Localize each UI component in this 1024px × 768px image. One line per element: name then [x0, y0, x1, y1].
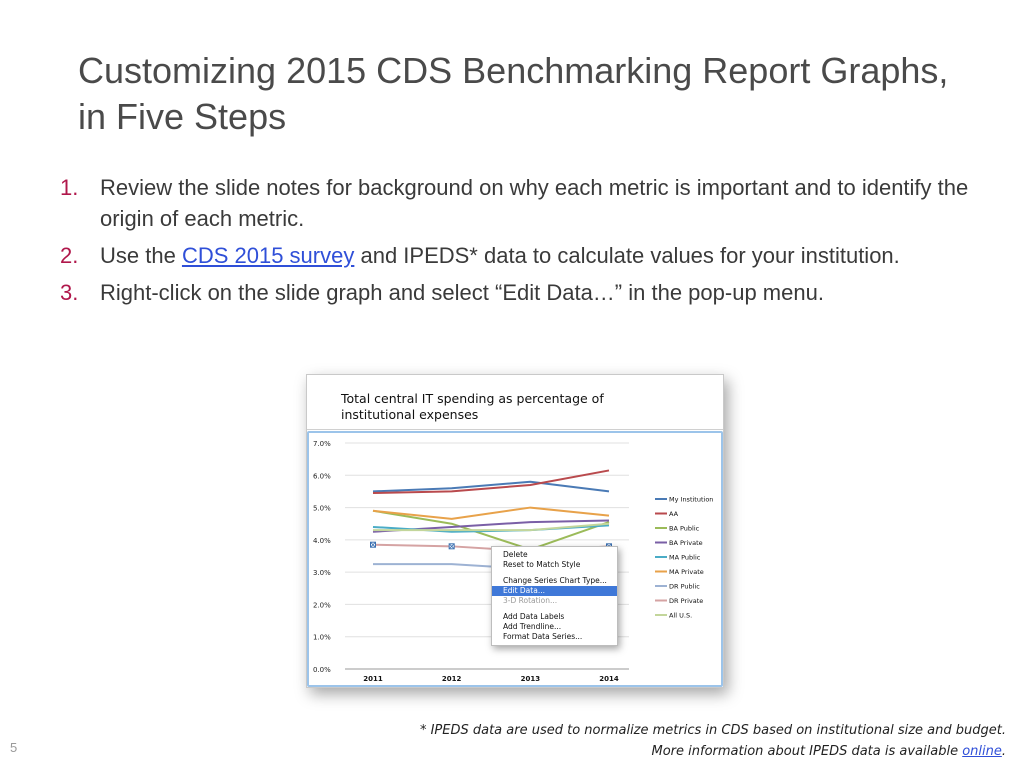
step-number: 1.	[60, 175, 79, 200]
chart-title: Total central IT spending as percentage …	[341, 391, 604, 422]
series-line-ma-private[interactable]	[372, 506, 610, 520]
steps-list: 1. Review the slide notes for background…	[60, 172, 1000, 314]
y-tick-label: 2.0%	[313, 601, 331, 609]
x-tick-label: 2011	[363, 675, 383, 683]
y-tick-label: 7.0%	[313, 440, 331, 448]
chart-title-area: Total central IT spending as percentage …	[307, 375, 723, 430]
y-tick-label: 6.0%	[313, 472, 331, 480]
y-tick-label: 1.0%	[313, 634, 331, 642]
menu-item-change-series-chart-type[interactable]: Change Series Chart Type...	[503, 576, 607, 585]
legend-entry: My Institution	[669, 496, 713, 504]
footnote-text: More information about IPEDS data is ava…	[651, 744, 963, 759]
menu-item-add-trendline[interactable]: Add Trendline...	[503, 622, 562, 631]
selection-handle-mark	[370, 542, 376, 547]
footnote: * IPEDS data are used to normalize metri…	[306, 720, 1006, 762]
step-item: 3. Right-click on the slide graph and se…	[60, 277, 1000, 308]
y-tick-label: 5.0%	[313, 505, 331, 513]
legend-entry: BA Private	[669, 539, 703, 547]
slide-title: Customizing 2015 CDS Benchmarking Report…	[78, 50, 949, 137]
online-link[interactable]: online	[962, 744, 1002, 759]
step-text: and IPEDS* data to calculate values for …	[354, 243, 900, 268]
legend-entry: MA Private	[669, 568, 704, 576]
menu-item-3-d-rotation: 3-D Rotation...	[503, 596, 558, 605]
y-tick-label: 0.0%	[313, 666, 331, 674]
menu-item-format-data-series[interactable]: Format Data Series...	[503, 632, 583, 641]
series-line-aa[interactable]	[372, 469, 610, 495]
page-number: 5	[10, 740, 18, 755]
step-item: 1. Review the slide notes for background…	[60, 172, 1000, 234]
y-tick-label: 3.0%	[313, 569, 331, 577]
step-number: 2.	[60, 243, 79, 268]
legend-entry: MA Public	[669, 554, 701, 562]
menu-item-delete[interactable]: Delete	[503, 550, 528, 559]
footnote-line-2: More information about IPEDS data is ava…	[306, 741, 1007, 762]
cds-survey-link[interactable]: CDS 2015 survey	[181, 243, 355, 268]
series-line-all-u-s-[interactable]	[373, 522, 610, 532]
series-line-my-institution[interactable]	[372, 480, 610, 493]
legend-entry: BA Public	[669, 525, 700, 533]
legend-entry: DR Private	[669, 597, 703, 605]
step-text: Review the slide notes for background on…	[100, 175, 969, 231]
legend-entry: DR Public	[669, 583, 700, 591]
menu-item-reset-to-match-style[interactable]: Reset to Match Style	[503, 560, 581, 569]
context-menu: Delete Reset to Match Style Change Series …	[491, 546, 618, 646]
selection-handle-mark	[449, 544, 454, 549]
step-text: Use the	[100, 243, 182, 268]
series-line-ba-public[interactable]	[372, 509, 610, 551]
footnote-text: .	[1001, 744, 1006, 759]
step-number: 3.	[60, 280, 79, 305]
x-tick-label: 2012	[442, 675, 462, 683]
x-tick-label: 2013	[521, 675, 541, 683]
menu-item-edit-data[interactable]: Edit Data...	[492, 586, 617, 596]
legend-entry: AA	[669, 510, 679, 518]
footnote-line-1: * IPEDS data are used to normalize metri…	[419, 723, 1006, 738]
step-item: 2. Use the CDS 2015 survey and IPEDS* da…	[60, 240, 1000, 271]
step-text: Right-click on the slide graph and selec…	[100, 280, 824, 305]
menu-item-add-data-labels[interactable]: Add Data Labels	[503, 612, 565, 621]
legend-entry: All U.S.	[669, 612, 692, 620]
y-tick-label: 4.0%	[313, 537, 331, 545]
x-tick-label: 2014	[599, 675, 619, 683]
